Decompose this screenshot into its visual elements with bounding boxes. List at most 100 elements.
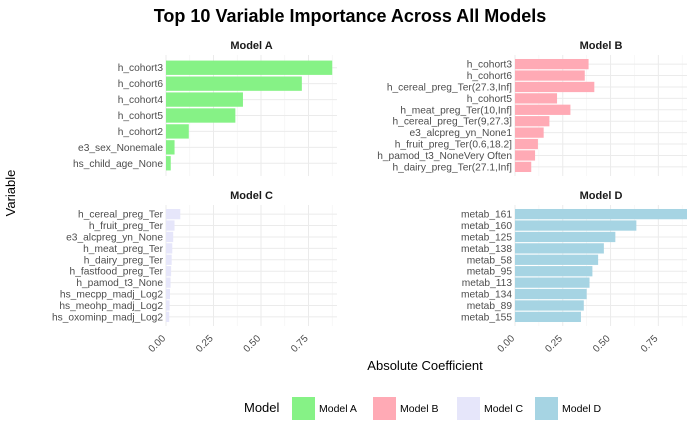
- category-label: metab_58: [467, 255, 513, 266]
- category-label: h_fruit_preg_Ter(0.6,18.2]: [395, 140, 512, 151]
- category-label: h_cereal_preg_Ter(9,27.3]: [393, 117, 513, 128]
- category-label: metab_161: [461, 210, 512, 221]
- bar-h-meat-preg-ter: [166, 243, 173, 254]
- x-tick-label: 0.00: [147, 333, 169, 355]
- bar-h-cereal-preg-ter-27-3-inf: [515, 81, 595, 93]
- x-tick-label: 0.50: [242, 333, 264, 355]
- legend-label: Model C: [484, 403, 524, 415]
- category-label: h_fastfood_preg_Ter: [70, 267, 164, 278]
- bar-metab-134: [515, 288, 587, 300]
- panel-model-c: Model C h_cereal_preg_Terh_fruit_preg_Ter…: [52, 190, 337, 355]
- legend-label: Model D: [562, 403, 602, 415]
- category-label: h_cereal_preg_Ter: [78, 210, 164, 221]
- category-label: hs_child_age_None: [73, 159, 163, 170]
- panel-title: Model D: [580, 190, 623, 202]
- category-label: metab_155: [461, 312, 512, 323]
- category-label: h_cohort3: [467, 60, 513, 71]
- category-label: h_cohort3: [118, 63, 164, 74]
- category-label: h_cereal_preg_Ter(27.3,Inf]: [387, 82, 512, 93]
- bar-metab-95: [515, 266, 593, 277]
- bar-h-meat-preg-ter-10-inf: [515, 104, 571, 115]
- category-label: h_dairy_preg_Ter: [84, 255, 164, 266]
- category-label: h_cohort6: [467, 71, 513, 82]
- category-label: metab_113: [462, 278, 513, 289]
- legend: Model Model A Model B Model C Model D: [244, 397, 602, 420]
- category-label: metab_95: [467, 267, 513, 278]
- panel-model-d: Model Dmetab_161metab_160metab_125metab_…: [461, 190, 687, 355]
- legend-label: Model A: [319, 403, 357, 415]
- panel-title: Model B: [580, 40, 623, 52]
- bar-h-cohort6: [166, 76, 302, 91]
- legend-key-model-b: [373, 397, 396, 420]
- category-label: h_dairy_preg_Ter(27.1,Inf]: [393, 162, 513, 173]
- bar-metab-138: [515, 243, 604, 254]
- legend-key-model-c: [457, 397, 480, 420]
- bar-metab-160: [515, 220, 637, 231]
- y-axis-title: Variable: [3, 170, 18, 217]
- bar-h-fruit-preg-ter: [166, 220, 175, 231]
- bar-e3-alcpreg-yn-none: [166, 231, 174, 243]
- bar-metab-113: [515, 277, 590, 288]
- bar-metab-58: [515, 254, 599, 265]
- bar-h-cohort2: [166, 124, 189, 139]
- category-label: e3_alcpreg_yn_None1: [409, 128, 512, 139]
- bar-h-cohort3: [515, 58, 589, 70]
- panel-title: Model C: [230, 190, 273, 202]
- category-label: metab_125: [461, 232, 512, 243]
- bar-e3-sex-nonemale: [166, 140, 175, 155]
- bar-h-cohort5: [515, 93, 558, 104]
- category-label: h_meat_preg_Ter(10,Inf]: [400, 105, 512, 116]
- category-label: h_cohort4: [118, 95, 164, 106]
- bar-h-cereal-preg-ter-9-27-3: [515, 116, 550, 127]
- bar-e3-alcpreg-yn-none1: [515, 127, 544, 138]
- category-label: h_cohort6: [118, 79, 164, 90]
- category-label: h_pamod_t3_NoneVery Often: [377, 151, 512, 162]
- category-label: h_cohort2: [118, 127, 164, 138]
- bar-hs-meohp-madj-log2: [166, 300, 170, 311]
- bar-h-dairy-preg-ter-27-1-inf: [515, 161, 532, 173]
- category-label: metab_160: [461, 221, 512, 232]
- bar-hs-mecpp-madj-log2: [166, 288, 170, 300]
- facet-panels: Model Ah_cohort3h_cohort6h_cohort4h_coho…: [52, 40, 687, 355]
- x-tick-label: 0.25: [543, 333, 565, 355]
- category-label: h_fruit_preg_Ter: [89, 221, 164, 232]
- bar-metab-125: [515, 231, 616, 243]
- legend-label: Model B: [400, 403, 439, 415]
- x-tick-label: 0.75: [639, 333, 661, 355]
- chart-title: Top 10 Variable Importance Across All Mo…: [154, 6, 546, 26]
- bar-h-fastfood-preg-ter: [166, 266, 172, 277]
- bar-h-fruit-preg-ter-0-6-18-2: [515, 138, 538, 150]
- category-label: e3_sex_Nonemale: [78, 143, 163, 154]
- category-label: e3_alcpreg_yn_None: [66, 232, 163, 243]
- bar-metab-155: [515, 311, 581, 323]
- x-tick-label: 0.00: [496, 333, 518, 355]
- category-label: hs_oxominp_madj_Log2: [52, 312, 163, 323]
- category-label: h_cohort5: [118, 111, 164, 122]
- bar-metab-89: [515, 300, 584, 311]
- category-label: h_pamod_t3_None: [76, 278, 163, 289]
- x-tick-label: 0.50: [591, 333, 613, 355]
- bar-hs-child-age-none: [166, 156, 171, 171]
- bar-hs-oxominp-madj-log2: [166, 311, 170, 323]
- bar-metab-161: [515, 208, 687, 220]
- x-axis-title: Absolute Coefficient: [367, 358, 483, 373]
- panel-model-a: Model A h_cohort3 h_cohort6 h_cohort4 h_coho…: [73, 40, 337, 176]
- legend-key-model-a: [292, 397, 315, 420]
- bar-h-cereal-preg-ter: [166, 208, 181, 220]
- legend-key-model-d: [535, 397, 558, 420]
- x-tick-label: 0.75: [289, 333, 311, 355]
- category-label: metab_138: [461, 244, 512, 255]
- panel-title: Model A: [230, 40, 272, 52]
- category-label: metab_134: [461, 290, 512, 301]
- category-label: h_cohort5: [467, 94, 513, 105]
- category-label: hs_mecpp_madj_Log2: [60, 290, 163, 301]
- bar-h-cohort6: [515, 70, 585, 81]
- bar-h-cohort4: [166, 92, 243, 107]
- bar-h-pamod-t3-nonevery-often: [515, 150, 536, 161]
- category-label: metab_89: [467, 301, 513, 312]
- bar-h-pamod-t3-none: [166, 277, 171, 288]
- legend-title: Model: [244, 400, 280, 415]
- x-tick-label: 0.25: [194, 333, 216, 355]
- panel-model-b: Model Bh_cohort3h_cohort6h_cereal_preg_T…: [377, 40, 687, 176]
